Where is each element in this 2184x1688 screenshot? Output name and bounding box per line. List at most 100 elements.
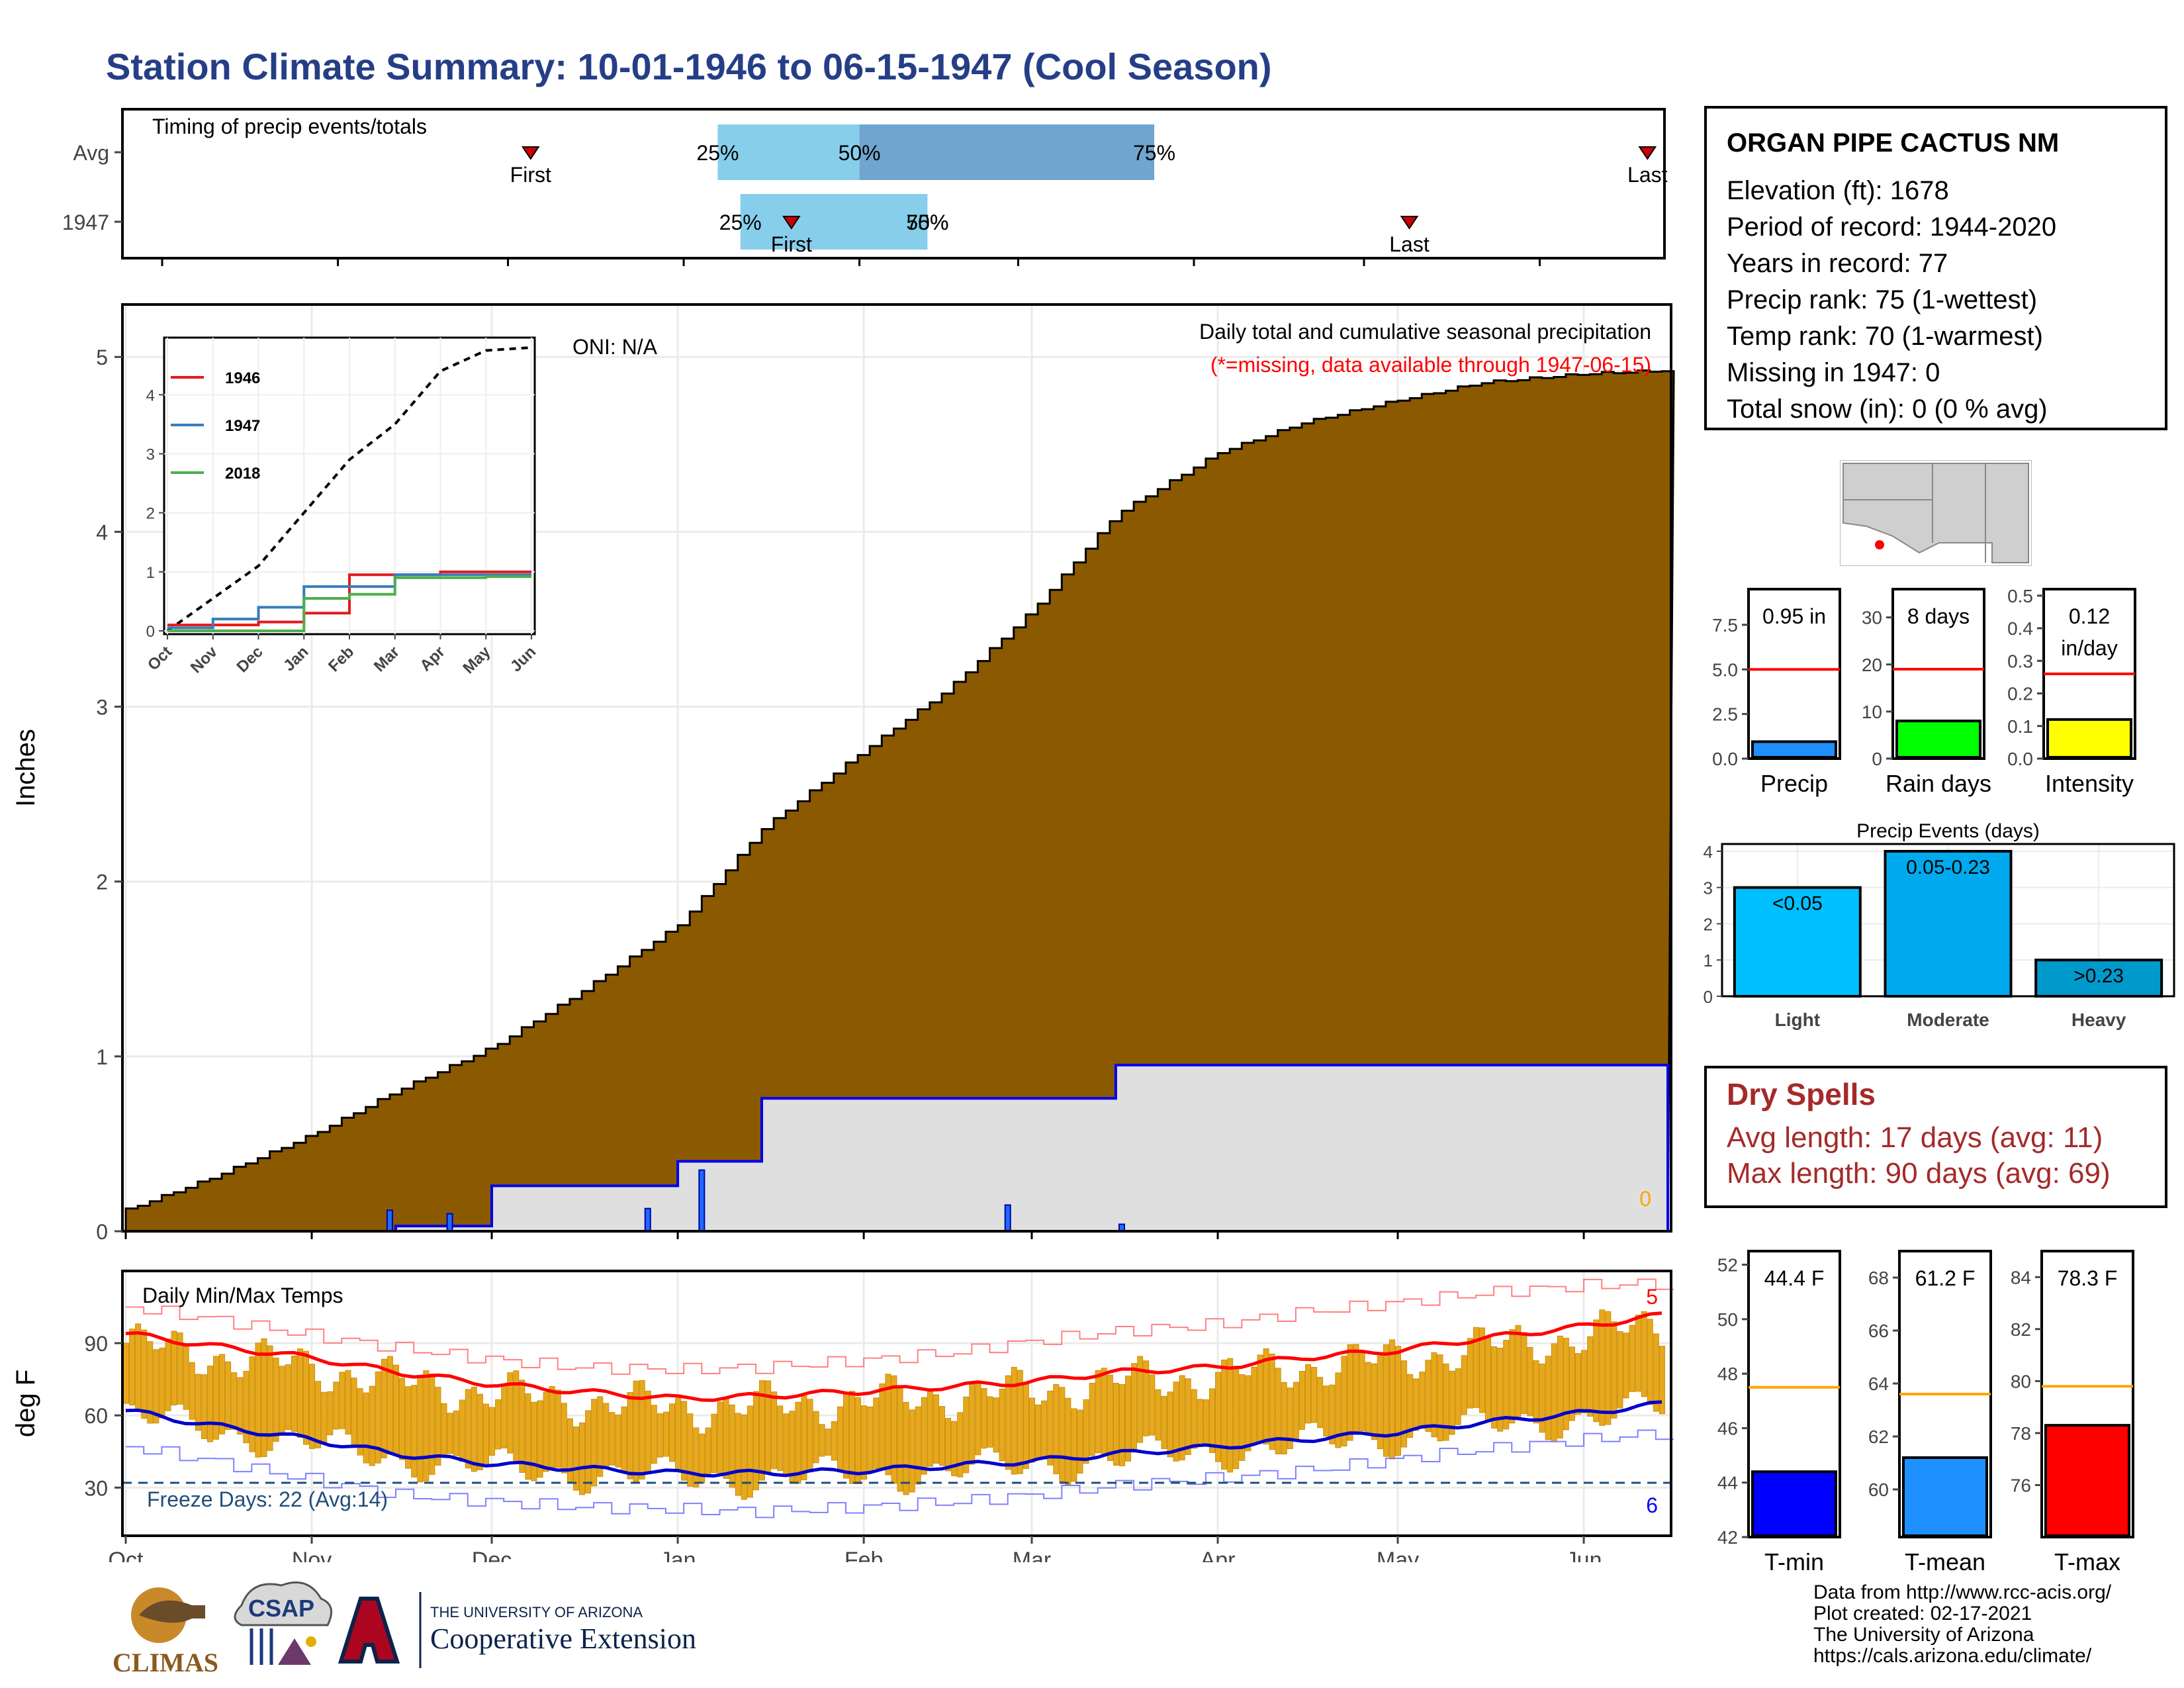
timing-bar-50-75: [859, 124, 1155, 180]
daily-temp-range: [153, 1349, 159, 1424]
daily-temp-range: [1509, 1329, 1516, 1424]
daily-temp-range: [669, 1403, 676, 1462]
temp-summary-bars: 42 44 46 48 50 52 T-min 44.4 F 60 62 64 66 68 T-mean 6…: [1717, 1250, 2134, 1575]
temp-ytick-label: 30: [84, 1476, 108, 1500]
timing-label-50: 50%: [839, 141, 881, 165]
timing-label-75: 75%: [906, 211, 948, 234]
daily-temp-range: [711, 1413, 717, 1473]
daily-temp-range: [1551, 1343, 1557, 1442]
daily-temp-range: [1497, 1347, 1504, 1432]
event-bar-heavy: [2034, 959, 2163, 998]
mini-ytick-label: 0.3: [2007, 651, 2033, 671]
daily-temp-range: [296, 1348, 303, 1438]
logos: CLIMAS CSAP THE UNIVERSITY OF ARIZONA Co…: [113, 1581, 696, 1677]
timing-label-25: 25%: [719, 211, 762, 234]
month-label: Dec: [472, 1548, 512, 1562]
credit-url: https://cals.arizona.edu/climate/: [1813, 1645, 2092, 1667]
daily-temp-range: [219, 1354, 226, 1434]
daily-temp-range: [1623, 1333, 1629, 1399]
daily-temp-range: [183, 1344, 189, 1410]
inset-series-average: [166, 346, 532, 632]
daily-temp-range: [321, 1391, 328, 1443]
event-bar-moderate: [1884, 849, 2013, 998]
daily-temp-range: [1065, 1397, 1071, 1485]
mini-ytick-label: 0.2: [2007, 684, 2033, 704]
station-temp-rank: Temp rank: 70 (1-warmest): [1727, 322, 2043, 351]
daily-temp-range: [489, 1407, 496, 1456]
daily-temp-range: [1629, 1325, 1635, 1392]
daily-temp-range: [951, 1421, 958, 1476]
station-snow: Total snow (in): 0 (0 % avg): [1727, 395, 2048, 424]
inset-ytick-label: 4: [146, 387, 155, 404]
precip-ytick-label: 2: [96, 870, 108, 894]
mini-ytick-label: 80: [2011, 1371, 2031, 1391]
daily-temp-range: [1053, 1383, 1060, 1474]
daily-temp-range: [1593, 1319, 1600, 1423]
timing-bar-25-50: [740, 194, 928, 250]
climas-text: CLIMAS: [113, 1648, 218, 1677]
daily-temp-range: [459, 1399, 465, 1462]
daily-precip-bar: [386, 1209, 393, 1232]
daily-temp-range: [1569, 1346, 1575, 1421]
daily-temp-range: [231, 1372, 238, 1430]
mini-value-label: 61.2 F: [1915, 1266, 1976, 1290]
daily-temp-range: [519, 1380, 525, 1473]
daily-temp-range: [1167, 1391, 1173, 1458]
daily-temp-range: [1653, 1333, 1659, 1412]
daily-temp-range: [435, 1387, 441, 1466]
daily-temp-range: [1185, 1378, 1191, 1456]
daily-temp-range: [933, 1394, 939, 1464]
daily-precip-bar: [698, 1169, 705, 1232]
daily-temp-range: [165, 1338, 171, 1411]
mini-ytick-label: 10: [1862, 702, 1882, 722]
daily-temp-range: [1413, 1378, 1420, 1431]
daily-temp-range: [572, 1426, 579, 1491]
inset-series-2018: [167, 575, 531, 632]
daily-temp-range: [375, 1371, 381, 1464]
event-category-label: Light: [1775, 1009, 1820, 1030]
daily-temp-range: [1173, 1382, 1179, 1462]
daily-temp-range: [327, 1391, 334, 1436]
mini-ytick-label: 66: [1868, 1321, 1889, 1341]
inset-ytick-label: 1: [146, 564, 155, 582]
mini-ytick-label: 0.5: [2007, 586, 2033, 606]
station-elevation: Elevation (ft): 1678: [1727, 176, 1949, 205]
oni-label: ONI: N/A: [572, 335, 658, 359]
month-label: Mar: [1013, 1548, 1052, 1562]
daily-temp-range: [1317, 1377, 1324, 1429]
credit-data-source: Data from http://www.rcc-acis.org/: [1813, 1581, 2112, 1603]
daily-temp-range: [849, 1391, 856, 1484]
daily-temp-range: [339, 1372, 345, 1429]
timing-bar-25-50: [717, 124, 860, 180]
daily-temp-range: [975, 1381, 981, 1456]
daily-temp-range: [759, 1380, 766, 1481]
mini-ytick-label: 0.0: [1712, 749, 1738, 769]
daily-temp-range: [735, 1413, 741, 1496]
mini-ytick-label: 50: [1717, 1309, 1738, 1330]
daily-temp-range: [1215, 1372, 1222, 1462]
events-ytick-label: 3: [1704, 878, 1713, 898]
precip-ytick-label: 5: [96, 346, 108, 369]
daily-temp-range: [1388, 1339, 1395, 1460]
record-min-line: [126, 1429, 1674, 1519]
events-chart: Precip Events (days) <0.05 Light 0.05-0.23 M…: [1704, 820, 2175, 1030]
daily-temp-range: [237, 1377, 244, 1435]
mini-ytick-label: 20: [1862, 655, 1882, 675]
daily-temp-range: [993, 1397, 999, 1453]
daily-temp-range: [603, 1403, 610, 1469]
mini-ytick-label: 78: [2011, 1423, 2031, 1444]
daily-temp-range: [417, 1376, 424, 1483]
daily-temp-range: [1227, 1358, 1234, 1473]
daily-precip-bar: [446, 1213, 453, 1233]
daily-temp-range: [1431, 1352, 1437, 1438]
daily-temp-range: [957, 1412, 964, 1477]
inset-legend-label: 2018: [225, 465, 260, 483]
daily-temp-range: [1023, 1383, 1029, 1470]
credits: Data from http://www.rcc-acis.org/ Plot …: [1813, 1582, 2111, 1667]
timing-label-75: 75%: [1133, 141, 1175, 165]
daily-temp-range: [333, 1382, 340, 1430]
daily-temp-range: [255, 1342, 261, 1458]
daily-temp-range: [423, 1370, 430, 1481]
month-label: Jun: [1566, 1548, 1602, 1562]
